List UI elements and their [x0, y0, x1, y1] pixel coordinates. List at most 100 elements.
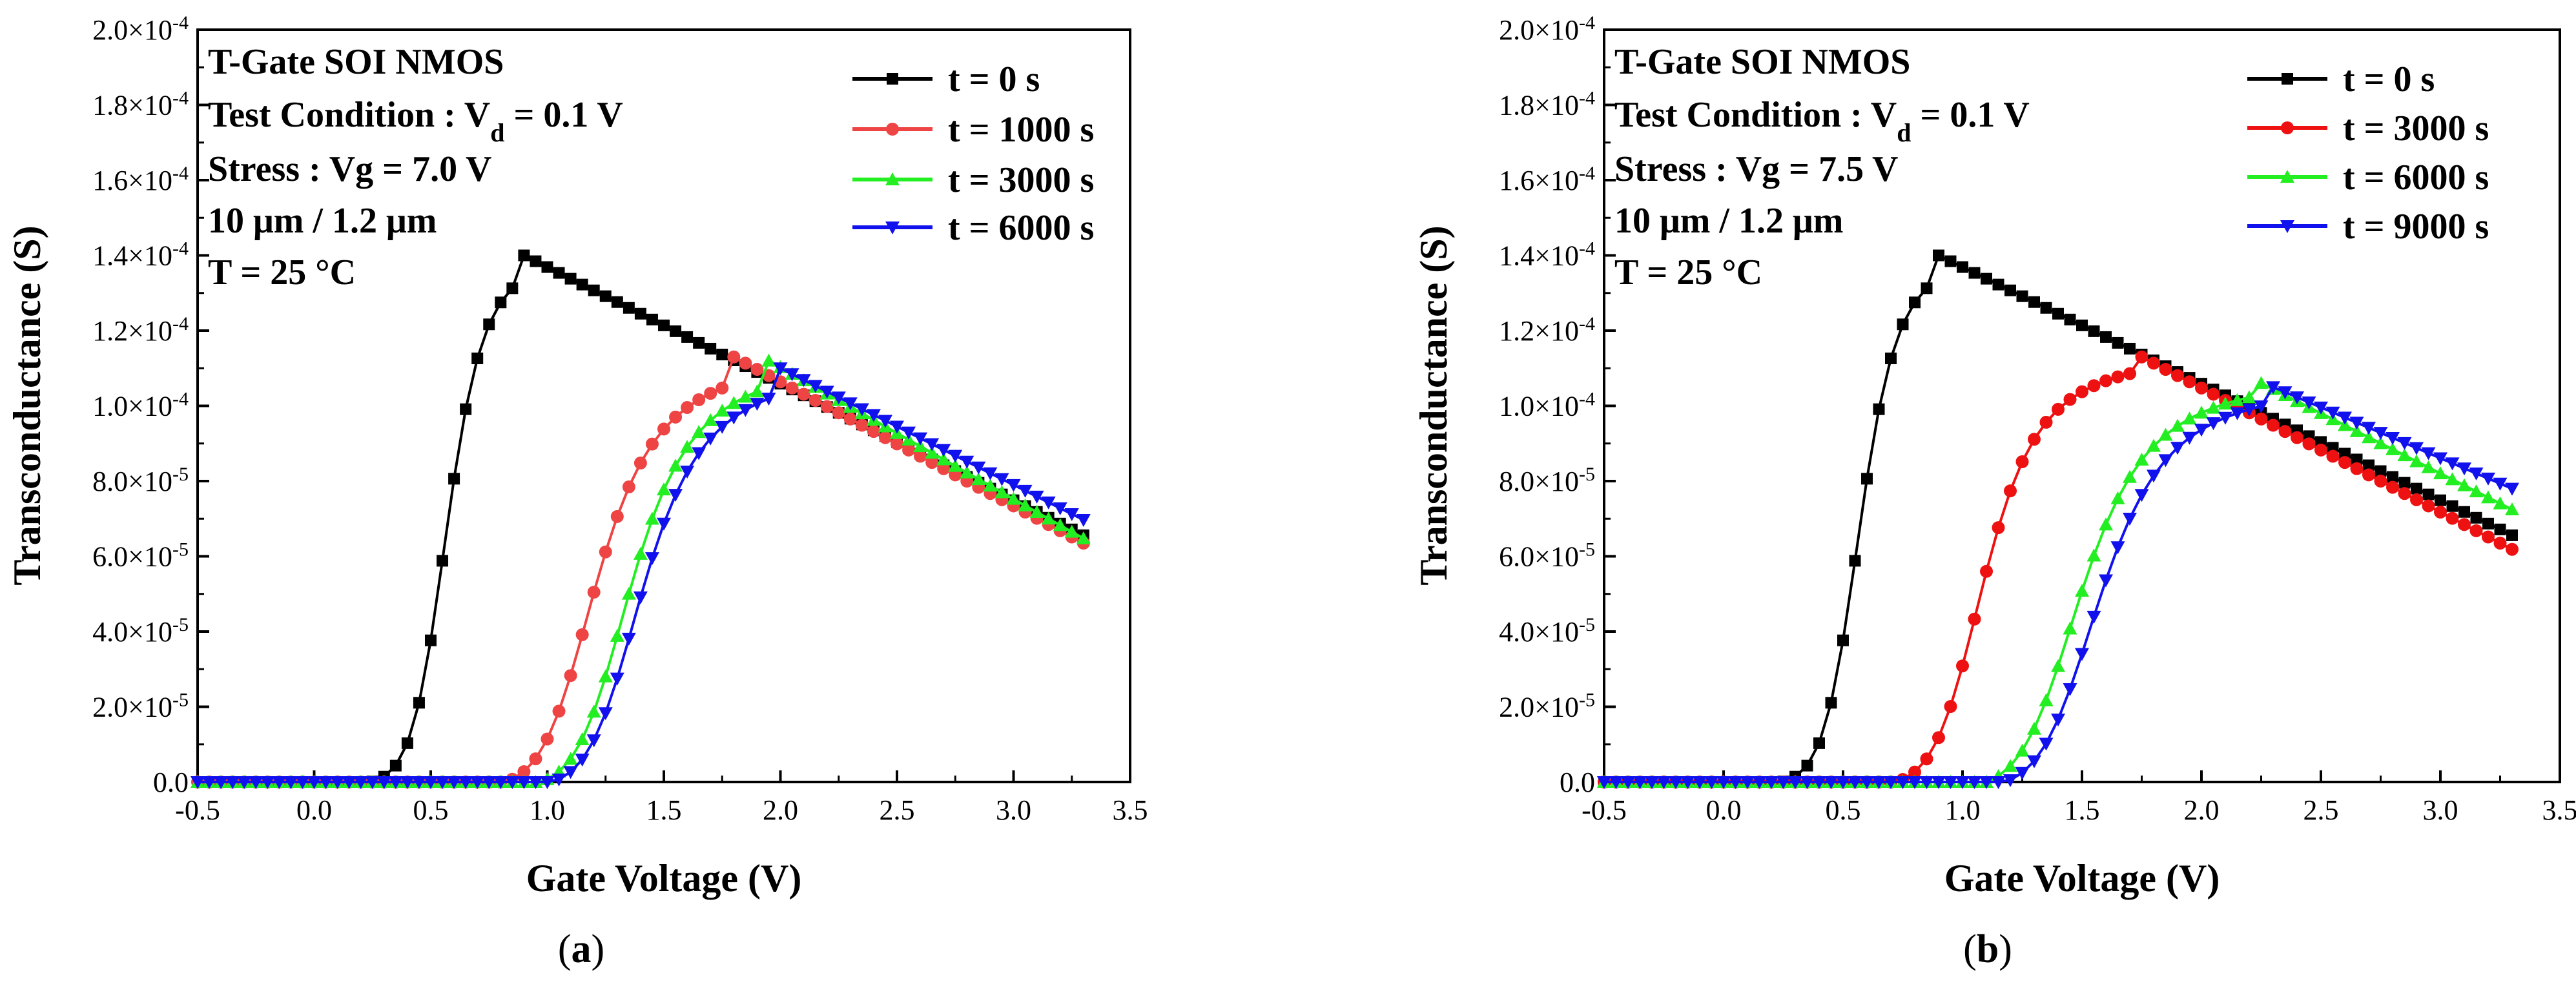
data-point: [680, 466, 695, 479]
data-point: [517, 776, 531, 789]
legend-item: t = 3000 s: [852, 160, 1094, 200]
x-tick-label: 1.0: [1945, 794, 1981, 826]
data-point: [2397, 437, 2412, 450]
data-point: [703, 413, 718, 426]
y-tick-label: 2.0×10-5: [1499, 689, 1595, 723]
data-point: [1921, 282, 1933, 294]
data-point: [1053, 502, 1067, 515]
data-point: [2458, 506, 2470, 518]
data-point: [2112, 336, 2124, 349]
data-point: [669, 410, 683, 424]
data-point: [1029, 490, 1044, 504]
data-point: [1932, 776, 1946, 789]
data-point: [994, 473, 1009, 486]
y-tick-label: 6.0×10-5: [1499, 539, 1595, 573]
data-point: [2373, 436, 2388, 449]
data-point: [342, 776, 356, 789]
data-point: [1076, 531, 1091, 544]
y-axis: 0.0 2.0×10-5 4.0×10-5 6.0×10-5 8.0×10-5 1.0×1…: [1499, 12, 1616, 798]
data-point: [2135, 350, 2148, 364]
y-tick-label: 1.0×10-4: [92, 388, 189, 422]
data-point: [1824, 776, 1839, 789]
data-point: [2015, 767, 2030, 780]
data-point: [1633, 776, 1647, 789]
data-point: [2087, 610, 2101, 624]
data-point: [983, 467, 998, 480]
data-point: [681, 401, 694, 415]
x-tick-label: -0.5: [1582, 794, 1627, 826]
legend-marker-shape: [2280, 170, 2294, 183]
data-point: [2482, 517, 2494, 530]
data-point: [914, 449, 927, 463]
data-point: [2505, 502, 2519, 516]
data-point: [796, 374, 811, 387]
legend-marker: [2281, 121, 2294, 134]
data-point: [1006, 479, 1021, 492]
data-point: [2302, 396, 2316, 409]
y-axis-title: Transconductance (S): [1412, 225, 1455, 585]
legend-marker-shape: [886, 123, 899, 136]
data-point: [2398, 477, 2411, 489]
data-point: [657, 517, 671, 531]
series-t-6000-s: [191, 362, 1091, 789]
data-point: [435, 776, 450, 789]
data-point: [470, 776, 485, 789]
data-point: [1041, 511, 1056, 525]
data-point: [2206, 417, 2221, 431]
data-point: [1981, 273, 1992, 285]
legend-marker: [886, 123, 899, 136]
data-point: [599, 290, 612, 302]
data-point: [1645, 776, 1659, 789]
data-point: [670, 325, 682, 337]
data-point: [1621, 776, 1635, 789]
data-point: [2267, 418, 2280, 432]
data-point: [2028, 296, 2040, 308]
data-point: [2134, 489, 2149, 502]
data-point: [388, 776, 403, 789]
legend-label: t = 6000 s: [2343, 158, 2489, 198]
data-point: [2314, 401, 2328, 415]
data-point: [2052, 402, 2065, 416]
data-point: [575, 754, 590, 767]
data-point: [2469, 524, 2483, 537]
data-point: [1018, 484, 1033, 498]
data-point: [2494, 523, 2506, 535]
x-tick-label: 0.0: [1706, 794, 1742, 826]
data-point: [681, 331, 694, 343]
x-tick-label: 3.5: [1113, 794, 1148, 826]
data-point: [2170, 442, 2185, 455]
y-tick-label: 1.8×10-4: [92, 87, 189, 121]
annotation-temperature: T = 25 °C: [1614, 252, 1762, 293]
data-point: [2506, 529, 2518, 541]
legend-item: t = 6000 s: [852, 208, 1094, 248]
data-point: [2434, 506, 2447, 519]
data-point: [644, 511, 659, 525]
data-point: [773, 362, 788, 376]
data-point: [541, 732, 554, 746]
data-point: [2362, 468, 2375, 482]
chart-panel-a: -0.5 0.0 0.5 1.0 1.5 2.0 2.5 3.0 3.5 0.02.0×10-5…: [6, 12, 1148, 972]
data-point: [761, 393, 776, 406]
data-point: [738, 404, 753, 417]
x-tick-label: -0.5: [175, 794, 220, 826]
data-point: [692, 425, 706, 438]
data-point: [2039, 415, 2053, 429]
legend: t = 0 s t = 3000 s t = 6000 s t = 9000 s: [2247, 59, 2489, 247]
data-point: [2076, 385, 2088, 398]
data-point: [460, 403, 472, 415]
y-tick-label: 4.0×10-5: [1499, 614, 1595, 648]
data-point: [2158, 427, 2173, 441]
data-point: [2099, 574, 2113, 588]
legend-item: t = 1000 s: [852, 110, 1094, 150]
data-point: [2147, 469, 2161, 483]
data-point: [1813, 737, 1825, 749]
data-point: [2493, 477, 2508, 491]
data-point: [2433, 452, 2447, 466]
y-tick-label: 6.0×10-5: [92, 539, 189, 573]
data-point: [540, 776, 555, 789]
data-point: [1018, 498, 1033, 511]
legend-label: t = 9000 s: [2343, 207, 2489, 247]
data-point: [1944, 255, 1957, 267]
data-point: [506, 282, 519, 294]
